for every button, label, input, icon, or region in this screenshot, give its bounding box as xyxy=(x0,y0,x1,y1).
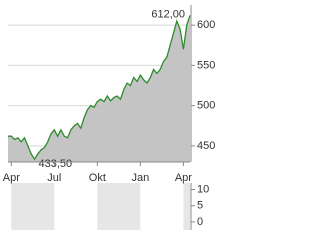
y-tick-label: 550 xyxy=(197,59,215,71)
period-band xyxy=(183,183,190,230)
y-tick-label: 500 xyxy=(197,100,215,112)
x-tick-label: Jul xyxy=(47,172,61,184)
y-tick-label: 600 xyxy=(197,19,215,31)
area xyxy=(8,15,190,162)
value-label: 612,00 xyxy=(151,8,185,20)
y-tick-label: 10 xyxy=(197,183,209,195)
value-label: 433,50 xyxy=(38,158,72,170)
x-tick-label: Apr xyxy=(3,172,20,184)
y-tick-label: 450 xyxy=(197,140,215,152)
y-tick-label: 5 xyxy=(197,200,203,212)
x-tick-label: Jan xyxy=(131,172,149,184)
chart: 433,50 612,00 450 500 550 600 Apr Jul Okt Jan Apr 0… xyxy=(3,5,215,230)
x-tick-label: Okt xyxy=(89,172,106,184)
price-line xyxy=(8,15,191,161)
x-tick-label: Apr xyxy=(175,172,192,184)
y-tick-label: 0 xyxy=(197,216,203,228)
period-band xyxy=(11,183,55,230)
period-band xyxy=(97,183,141,230)
